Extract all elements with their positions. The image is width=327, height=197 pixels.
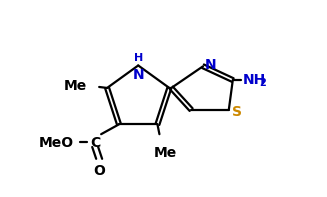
Text: H: H [134, 53, 143, 62]
Text: Me: Me [154, 146, 177, 160]
Text: C: C [90, 136, 100, 150]
Text: N: N [132, 68, 144, 82]
Text: N: N [205, 58, 217, 72]
Text: MeO: MeO [39, 136, 74, 150]
Text: NH: NH [243, 73, 266, 87]
Text: O: O [93, 164, 105, 178]
Text: 2: 2 [260, 78, 266, 88]
Text: S: S [232, 105, 242, 119]
Text: Me: Me [64, 79, 87, 93]
